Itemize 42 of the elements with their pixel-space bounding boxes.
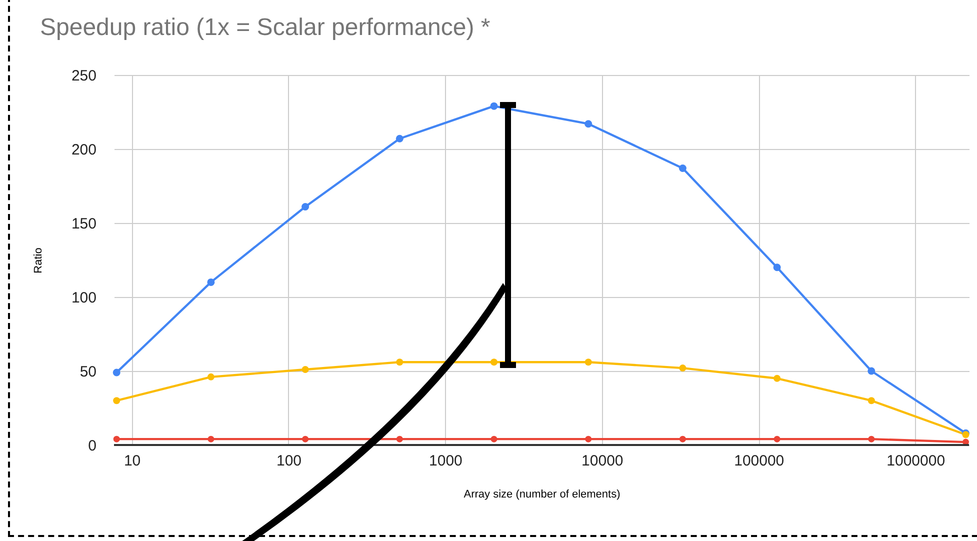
y-tick-label: 150	[71, 216, 96, 232]
point	[302, 202, 310, 210]
point	[774, 374, 781, 382]
point	[490, 102, 498, 110]
y-tick-label: 50	[80, 364, 96, 380]
y-tick-label: 100	[71, 290, 96, 306]
point	[113, 436, 120, 442]
point	[207, 373, 214, 380]
point	[584, 120, 592, 128]
point	[774, 436, 780, 442]
x-tick-label: 10000	[582, 452, 624, 470]
x-tick-label: 1000	[429, 452, 462, 470]
y-tick-label: 0	[88, 438, 96, 454]
point	[112, 368, 120, 376]
point	[302, 366, 309, 374]
x-tick-label: 100000	[734, 452, 784, 470]
x-tick-label: 10	[124, 452, 141, 470]
point	[396, 134, 404, 142]
point	[207, 278, 215, 286]
point	[868, 436, 875, 442]
point	[208, 436, 214, 442]
point	[584, 358, 592, 366]
point	[396, 358, 404, 366]
point	[679, 364, 686, 372]
y-tick-label: 250	[71, 68, 96, 84]
point	[868, 397, 875, 404]
point	[113, 397, 120, 404]
point	[302, 436, 309, 442]
x-axis-title: Array size (number of elements)	[464, 488, 620, 500]
x-tick-label: 1000000	[886, 452, 946, 470]
point	[679, 436, 686, 442]
point	[773, 264, 781, 272]
y-tick-label: 200	[71, 142, 96, 158]
x-tick-label: 100	[276, 452, 302, 470]
point	[678, 164, 686, 172]
y-axis-title: Ratio	[32, 248, 44, 274]
point	[868, 367, 876, 375]
point	[490, 436, 498, 442]
point	[585, 436, 592, 442]
chart-title: Speedup ratio (1x = Scalar performance) *	[40, 14, 490, 41]
point	[396, 436, 403, 442]
point	[490, 358, 498, 366]
